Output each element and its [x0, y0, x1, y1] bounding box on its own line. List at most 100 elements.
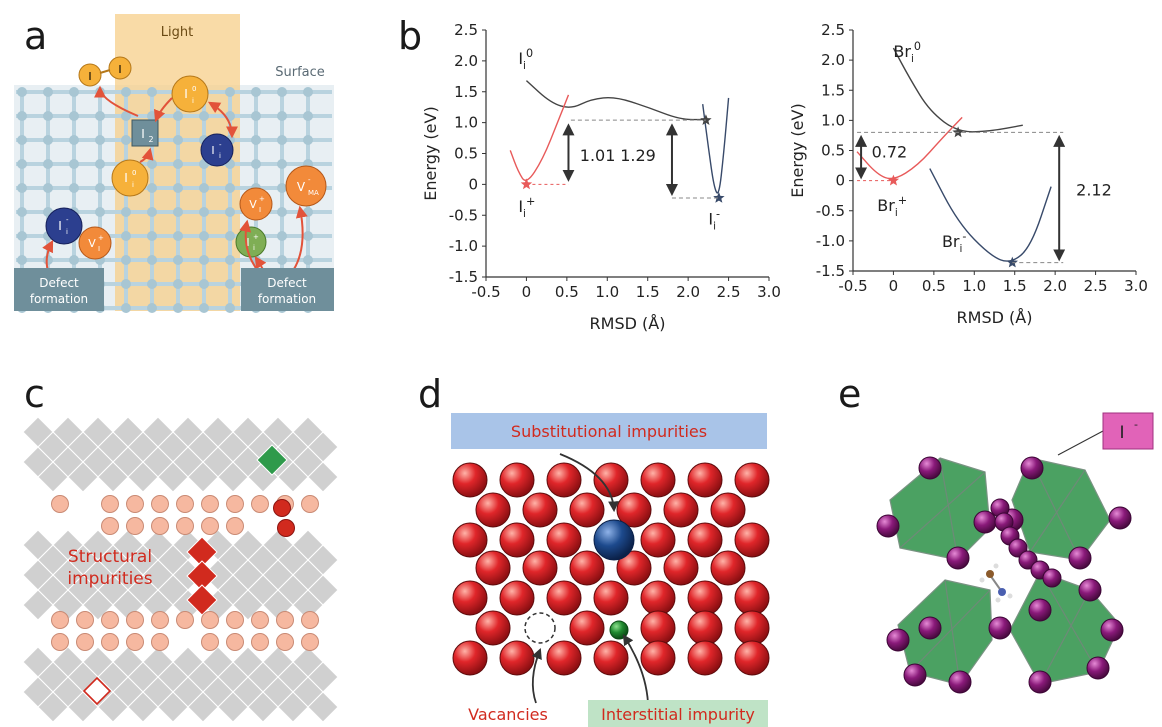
series-line	[509, 94, 570, 181]
red-atom	[452, 522, 488, 558]
grid-node	[17, 159, 27, 169]
ion-label-sup: -	[1134, 418, 1138, 431]
iodide-atom	[1028, 598, 1052, 622]
species-label: Bri0	[893, 40, 921, 65]
red-atom	[546, 640, 582, 676]
species-sup: 0	[192, 85, 196, 93]
red-atom	[593, 640, 629, 676]
grid-node	[173, 135, 183, 145]
bead	[101, 611, 119, 629]
grid-node	[277, 135, 287, 145]
grid-node	[303, 255, 313, 265]
grid-node	[121, 231, 131, 241]
species-vi-right: V I +	[239, 187, 273, 221]
red-atom	[452, 580, 488, 616]
grid-node	[69, 111, 79, 121]
series-line	[525, 80, 705, 121]
red-atom	[499, 462, 535, 498]
species-base: V	[297, 180, 306, 194]
bead	[176, 517, 194, 535]
iodide-atom	[1078, 578, 1102, 602]
lattice-tile	[37, 691, 69, 723]
iodide-atom	[973, 510, 997, 534]
red-atom	[687, 640, 723, 676]
grid-node	[199, 183, 209, 193]
species-sub: i	[192, 97, 194, 105]
iodide-atom	[918, 456, 942, 480]
bead	[126, 517, 144, 535]
iodide-arc-atom	[1042, 568, 1062, 588]
iodide-atom	[886, 628, 910, 652]
species-sub: MA	[308, 189, 319, 197]
bead	[226, 495, 244, 513]
x-tick-label: 2.5	[717, 283, 741, 301]
star-marker	[887, 174, 900, 186]
panel-letter-b: b	[398, 14, 423, 58]
iodide-atom	[1108, 506, 1132, 530]
bead	[276, 633, 294, 651]
x-tick-label: 0	[889, 277, 899, 295]
red-atom	[616, 550, 652, 586]
structural-label-line1: Structural	[68, 547, 152, 567]
grid-node	[173, 159, 183, 169]
grid-node	[225, 231, 235, 241]
red-atom	[475, 610, 511, 646]
star-marker	[520, 178, 533, 190]
x-axis-label: RMSD (Å)	[590, 314, 666, 333]
grid-node	[43, 159, 53, 169]
grid-node	[251, 87, 261, 97]
y-tick-label: 1.5	[821, 81, 845, 99]
species-base: I	[246, 236, 249, 249]
grid-node	[95, 183, 105, 193]
bead	[226, 517, 244, 535]
x-tick-label: 1.5	[636, 283, 660, 301]
x-tick-label: 2.5	[1084, 277, 1108, 295]
grid-node	[17, 111, 27, 121]
bead	[151, 495, 169, 513]
y-tick-label: 2.0	[821, 51, 845, 69]
x-tick-label: -0.5	[838, 277, 867, 295]
grid-node	[199, 255, 209, 265]
species-label: Bri+	[877, 194, 907, 219]
lattice-tile	[307, 691, 339, 723]
grid-node	[303, 207, 313, 217]
red-atom	[569, 550, 605, 586]
grid-node	[95, 159, 105, 169]
panel-letter-a: a	[24, 14, 48, 58]
bead	[276, 611, 294, 629]
red-atom	[640, 610, 676, 646]
x-axis-label: RMSD (Å)	[957, 308, 1033, 327]
bead	[76, 611, 94, 629]
grid-node	[225, 255, 235, 265]
grid-node	[199, 231, 209, 241]
iodide-atom	[903, 663, 927, 687]
barrier-value: 1.01	[580, 146, 616, 165]
bead	[201, 611, 219, 629]
grid-node	[147, 183, 157, 193]
green-tile	[256, 444, 288, 476]
y-tick-label: -1.0	[816, 232, 845, 250]
species-sub: I	[98, 245, 100, 253]
red-bead	[273, 499, 291, 517]
grid-node	[95, 207, 105, 217]
grid-node	[173, 255, 183, 265]
grid-node	[277, 255, 287, 265]
lattice-tile	[187, 691, 219, 723]
grid-node	[17, 207, 27, 217]
grid-node	[303, 231, 313, 241]
species-label: Bri-	[942, 230, 967, 255]
ion-label-leader	[1057, 430, 1104, 456]
y-tick-label: 0	[835, 172, 845, 190]
grid-node	[303, 111, 313, 121]
grid-node	[277, 231, 287, 241]
defect-formation-line: Defect	[39, 276, 79, 290]
species-sup: -	[219, 141, 222, 149]
grid-node	[225, 183, 235, 193]
lattice-tile	[22, 589, 54, 621]
red-atom	[734, 462, 770, 498]
y-tick-label: -1.5	[449, 268, 478, 286]
species-base: I	[184, 87, 188, 101]
grid-node	[17, 87, 27, 97]
grid-node	[199, 303, 209, 313]
